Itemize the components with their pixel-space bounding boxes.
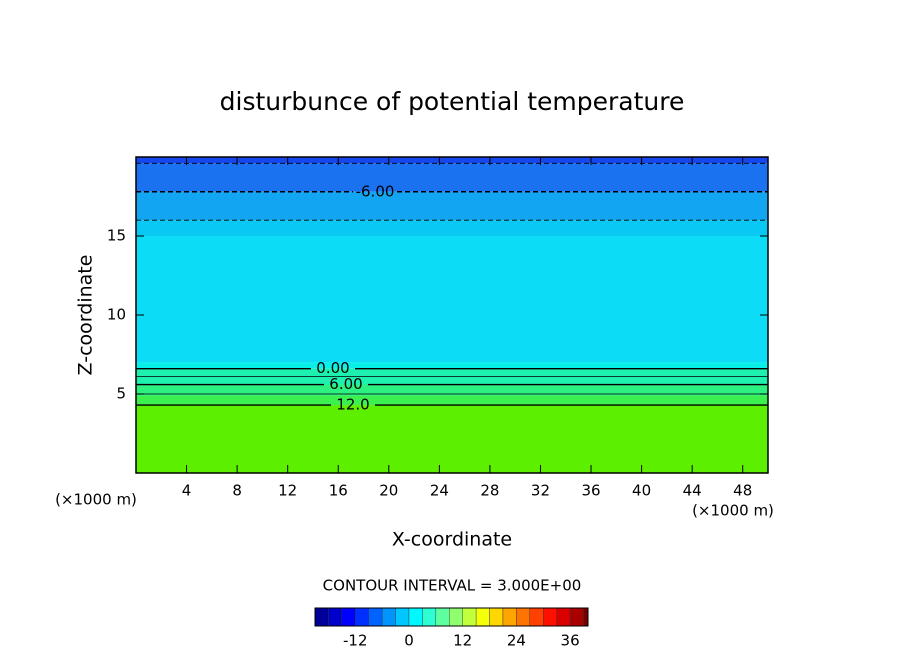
colorbar-cell (435, 607, 450, 627)
fill-band (136, 405, 768, 473)
x-tick-label: 44 (683, 482, 702, 500)
x-tick-label: 4 (182, 482, 192, 500)
colorbar-tick-label: 0 (404, 632, 414, 650)
contour-label: 12.0 (336, 396, 369, 414)
colorbar-cell (422, 607, 437, 627)
colorbar-cell (314, 607, 329, 627)
y-tick-label: 5 (116, 385, 126, 403)
colorbar-cell (381, 607, 396, 627)
y-tick-label: 10 (107, 306, 126, 324)
fill-band (136, 384, 768, 396)
fill-band (136, 236, 768, 363)
colorbar-cell (516, 607, 531, 627)
x-tick-label: 28 (480, 482, 499, 500)
x-tick-label: 16 (329, 482, 348, 500)
colorbar-cell (341, 607, 356, 627)
colorbar-tick-label: 24 (507, 632, 526, 650)
colorbar-tick-label: 12 (453, 632, 472, 650)
colorbar-cell (395, 607, 410, 627)
contour-label: -6.00 (356, 182, 395, 200)
x-tick-label: 32 (531, 482, 550, 500)
x-tick-label: 36 (581, 482, 600, 500)
colorbar-cell (368, 607, 383, 627)
colorbar-frame (314, 607, 589, 627)
colorbar-cell (583, 607, 589, 627)
fill-band (136, 157, 768, 164)
colorbar-cell (408, 607, 423, 627)
colorbar-cell (502, 607, 517, 627)
contour-label: 0.00 (316, 359, 349, 377)
colorbar-cell (462, 607, 477, 627)
contour-label: 6.00 (329, 375, 362, 393)
fill-band (136, 163, 768, 192)
y-tick-label: 15 (107, 227, 126, 245)
fill-band (136, 362, 768, 369)
fill-band (136, 395, 768, 406)
colorbar-cell (328, 607, 343, 627)
x-tick-label: 24 (430, 482, 449, 500)
colorbar-cell (569, 607, 584, 627)
colorbar-cell (355, 607, 369, 627)
x-tick-label: 48 (733, 482, 752, 500)
fill-band (136, 191, 768, 221)
chart-title: disturbunce of potential temperature (220, 87, 685, 116)
colorbar-cell (556, 607, 571, 627)
x-tick-label: 40 (632, 482, 651, 500)
x-unit: (×1000 m) (55, 491, 137, 509)
colorbar-cell (449, 607, 463, 627)
colorbar-cell (475, 607, 490, 627)
x-tick-label: 20 (379, 482, 398, 500)
colorbar-cell (529, 607, 544, 627)
colorbar-cell (543, 607, 557, 627)
x-axis-label: X-coordinate (392, 529, 512, 551)
y-axis-label: Z-coordinate (75, 255, 97, 376)
x-tick-label: 12 (278, 482, 297, 500)
contour-note: CONTOUR INTERVAL = 3.000E+00 (323, 577, 582, 595)
colorbar-cell (489, 607, 504, 627)
colorbar-tick-label: -12 (343, 632, 368, 650)
colorbar-tick-label: 36 (561, 632, 580, 650)
x-unit: (×1000 m) (692, 502, 774, 520)
x-tick-label: 8 (232, 482, 242, 500)
fill-band (136, 220, 768, 236)
